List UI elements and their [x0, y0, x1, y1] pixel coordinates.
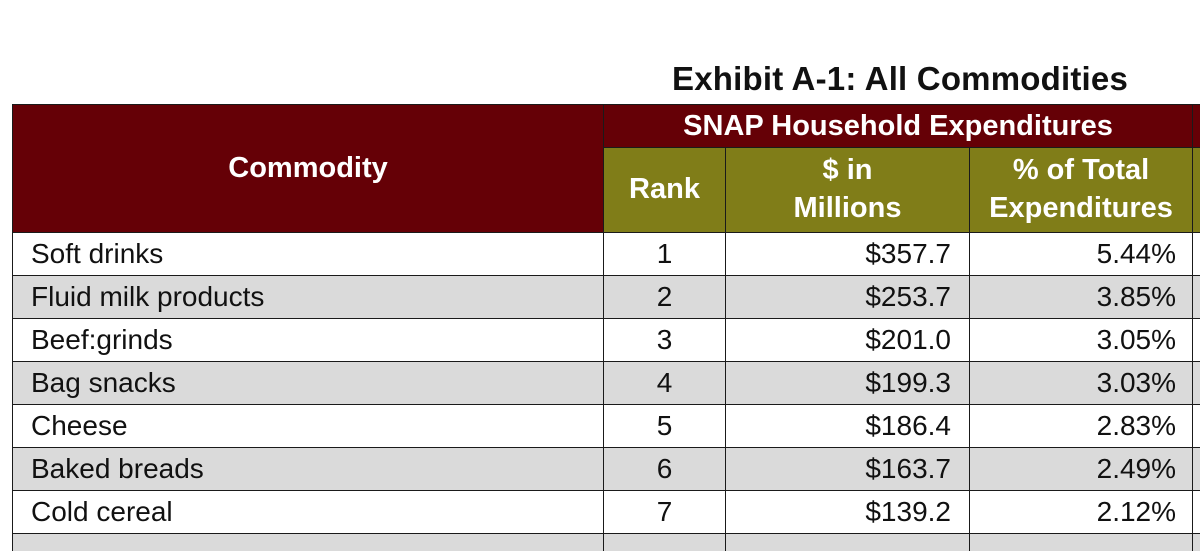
cell-percent: 2.83%	[968, 404, 1194, 448]
commodities-table: Commodity SNAP Household Expenditures Ra…	[12, 104, 1200, 551]
cell-dollars: $186.4	[725, 404, 970, 448]
cell-percent: 2.49%	[968, 447, 1194, 491]
header-dollars-line1: $ in	[822, 154, 873, 187]
cell-extra	[1192, 404, 1200, 448]
header-extra-sub	[1192, 147, 1200, 233]
table-row: Bag snacks 4 $199.3 3.03%	[12, 361, 1200, 405]
cell-rank: 5	[603, 404, 726, 448]
header-dollars-line2: Millions	[793, 192, 902, 224]
cell-extra	[1192, 361, 1200, 405]
cell-commodity: Beef:grinds	[12, 318, 604, 362]
cell-extra	[1192, 232, 1200, 276]
cell-percent: 3.85%	[968, 275, 1194, 319]
header-row-group: Commodity SNAP Household Expenditures	[12, 104, 1200, 233]
cell-extra	[1192, 318, 1200, 362]
cell-dollars: $253.7	[725, 275, 970, 319]
cell-rank: 2	[603, 275, 726, 319]
cell-rank: 7	[603, 490, 726, 534]
header-row-sub: Rank $ in Millions % of Total Expenditur…	[13, 147, 1200, 233]
header-rank: Rank	[603, 147, 726, 233]
table-row: Beef:grinds 3 $201.0 3.05%	[12, 318, 1200, 362]
cell-dollars: $139.2	[725, 490, 970, 534]
cell-commodity: Bag snacks	[12, 361, 604, 405]
header-extra-group	[1192, 104, 1200, 148]
cell-commodity: Cold cereal	[12, 490, 604, 534]
table-row: Cheese 5 $186.4 2.83%	[12, 404, 1200, 448]
cell-extra	[1192, 447, 1200, 491]
table-row: Cold cereal 7 $139.2 2.12%	[12, 490, 1200, 534]
header-dollars: $ in Millions	[725, 147, 970, 233]
cell-commodity: Soft drinks	[12, 232, 604, 276]
exhibit-title: Exhibit A-1: All Commodities	[672, 60, 1129, 97]
cell-dollars: $201.0	[725, 318, 970, 362]
cell-rank: 3	[603, 318, 726, 362]
cell-commodity: Fluid milk products	[12, 275, 604, 319]
header-commodity: Commodity	[12, 104, 604, 233]
cell-dollars: $199.3	[725, 361, 970, 405]
table-row: Fluid milk products 2 $253.7 3.85%	[12, 275, 1200, 319]
header-percent-total: % of Total Expenditures	[968, 147, 1194, 233]
cell-extra	[1192, 275, 1200, 319]
cell-dollars: $163.7	[725, 447, 970, 491]
cell-percent: 3.05%	[968, 318, 1194, 362]
cell-rank: 6	[603, 447, 726, 491]
cell-percent: 3.03%	[968, 361, 1194, 405]
cell-percent: 5.44%	[968, 232, 1194, 276]
cell-commodity: Baked breads	[12, 447, 604, 491]
table-row: Soft drinks 1 $357.7 5.44%	[12, 232, 1200, 276]
table-row-partial	[12, 533, 1200, 551]
cell-commodity: Cheese	[12, 404, 604, 448]
header-snap-expenditures: SNAP Household Expenditures	[602, 104, 1194, 148]
cell-extra	[1192, 490, 1200, 534]
header-pct-line1: % of Total	[1012, 154, 1150, 187]
cell-percent: 2.12%	[968, 490, 1194, 534]
cell-dollars: $357.7	[725, 232, 970, 276]
cell-rank: 4	[603, 361, 726, 405]
header-pct-line2: Expenditures	[989, 192, 1173, 224]
table-row: Baked breads 6 $163.7 2.49%	[12, 447, 1200, 491]
cell-rank: 1	[603, 232, 726, 276]
